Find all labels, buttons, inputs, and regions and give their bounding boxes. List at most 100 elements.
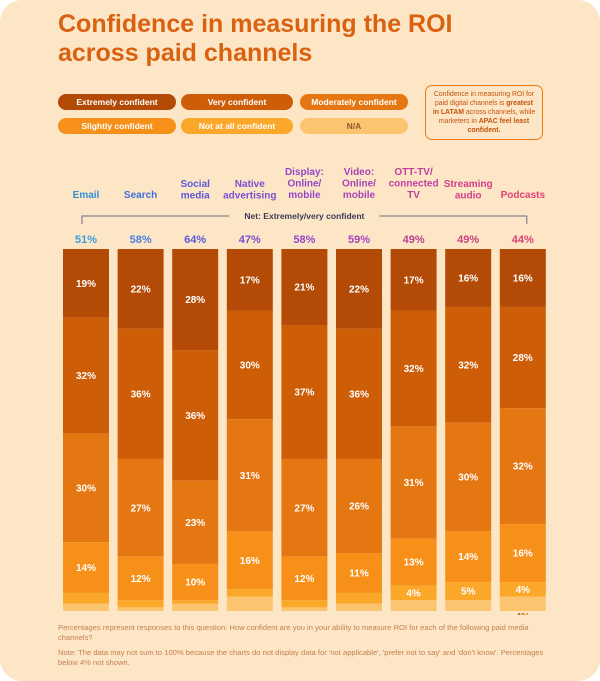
bar-segment [445, 531, 492, 583]
bar-segment [390, 426, 437, 539]
data-label: 4% [406, 588, 421, 599]
bar-segment [336, 458, 382, 554]
net-value-label: 51% [75, 234, 97, 246]
bar-segment [226, 531, 273, 590]
net-label-background [229, 209, 380, 223]
net-value-label: 64% [184, 234, 206, 246]
data-label: 13% [404, 558, 424, 569]
category-label-line: Social [180, 179, 210, 190]
callout-text: across channels, while marketers in [438, 109, 536, 125]
data-label: 12% [131, 574, 151, 585]
category-label-line: OTT-TV/ [394, 167, 433, 178]
category-label-line: audio [455, 191, 482, 202]
bar-segment [499, 524, 546, 583]
bar-segment [281, 556, 328, 601]
bar-segment [63, 603, 109, 611]
bar-segment [63, 542, 109, 593]
bar-segment [63, 433, 109, 543]
category-label-line: media [181, 191, 210, 202]
data-label: 32% [76, 371, 96, 382]
bar-segment [117, 600, 164, 608]
data-label: 5% [461, 587, 476, 598]
data-label: 22% [349, 284, 369, 295]
legend-na: N/A [300, 118, 408, 134]
category-label: Search [124, 190, 157, 201]
bar-segment [117, 458, 164, 557]
data-label: 37% [294, 387, 314, 398]
bar-segment [390, 249, 437, 311]
bar-segment [226, 310, 273, 420]
category-label-line: Video: [344, 167, 374, 178]
legend-moderately-confident: Moderately confident [300, 94, 408, 110]
legend-extremely-confident: Extremely confident [58, 94, 176, 110]
data-label: 36% [349, 389, 369, 400]
net-value-label: 47% [239, 234, 261, 246]
callout-text: Confidence in measuring ROI for paid dig… [433, 91, 535, 107]
bar-segment [281, 249, 328, 326]
data-label: 31% [240, 471, 260, 482]
category-label: OTT-TV/connected TV [389, 167, 439, 201]
net-value-label: 49% [403, 234, 425, 246]
bar-segment [172, 563, 219, 601]
bar-segment [499, 408, 546, 525]
bar-segment [281, 325, 328, 459]
net-value-label: 58% [293, 234, 315, 246]
category-label: Social media [180, 179, 210, 202]
bar-segment [117, 249, 164, 329]
bar-segment [226, 589, 273, 597]
bar-segment [445, 422, 492, 532]
category-label: Streaming audio [444, 179, 493, 202]
data-label: 32% [513, 462, 533, 473]
legend-not-at-all-confident: Not at all confident [181, 118, 293, 134]
data-label: 30% [458, 473, 478, 484]
callout-box: Confidence in measuring ROI for paid dig… [425, 85, 543, 140]
bar-segment [226, 419, 273, 532]
bar-segment [172, 350, 219, 481]
bar-segment [63, 317, 109, 434]
bar-segment [336, 592, 382, 604]
category-label-line: Online/ [287, 179, 321, 190]
bar-segment [336, 328, 382, 459]
data-label: 4% [516, 612, 531, 615]
category-label: Video: Online/mobile [342, 167, 376, 201]
category-label-line: Podcasts [501, 190, 546, 201]
data-label: 17% [404, 275, 424, 286]
bar-segment [281, 607, 328, 611]
category-label: Native advertising [223, 179, 276, 202]
bar-segment [390, 600, 437, 611]
category-label: Display: Online/mobile [285, 167, 324, 201]
data-label: 12% [294, 574, 314, 585]
data-label: 14% [76, 563, 96, 574]
bar-segment [499, 306, 546, 409]
data-label: 27% [131, 503, 151, 514]
category-label-line: mobile [343, 190, 376, 201]
category-label-line: mobile [288, 190, 321, 201]
data-label: 32% [458, 360, 478, 371]
bar-segment [281, 600, 328, 608]
data-label: 4% [516, 585, 531, 596]
data-label: 19% [76, 279, 96, 290]
category-label-line: Email [73, 190, 100, 201]
bar-segment [499, 249, 546, 307]
legend-very-confident: Very confident [181, 94, 293, 110]
data-label: 28% [185, 295, 205, 306]
data-label: 23% [185, 518, 205, 529]
bar-segment [117, 328, 164, 459]
net-value-label: 58% [130, 234, 152, 246]
callout-highlight-apac: APAC feel least confident. [467, 118, 530, 134]
bar-segment [172, 600, 219, 604]
category-label: Podcasts [501, 190, 546, 201]
data-label: 36% [131, 389, 151, 400]
bar-segment [445, 249, 492, 307]
category-label-line: advertising [223, 191, 276, 202]
data-disclaimer-note: Note: The data may not sum to 100% becau… [58, 648, 544, 667]
bar-segment [336, 553, 382, 593]
data-label: 26% [349, 502, 369, 513]
chart-title: Confidence in measuring the ROI across p… [58, 10, 453, 67]
bar-segment [117, 556, 164, 601]
category-label: Email [73, 190, 100, 201]
bar-segment [172, 249, 219, 351]
bar-segment [63, 592, 109, 604]
bar-segment [172, 603, 219, 611]
